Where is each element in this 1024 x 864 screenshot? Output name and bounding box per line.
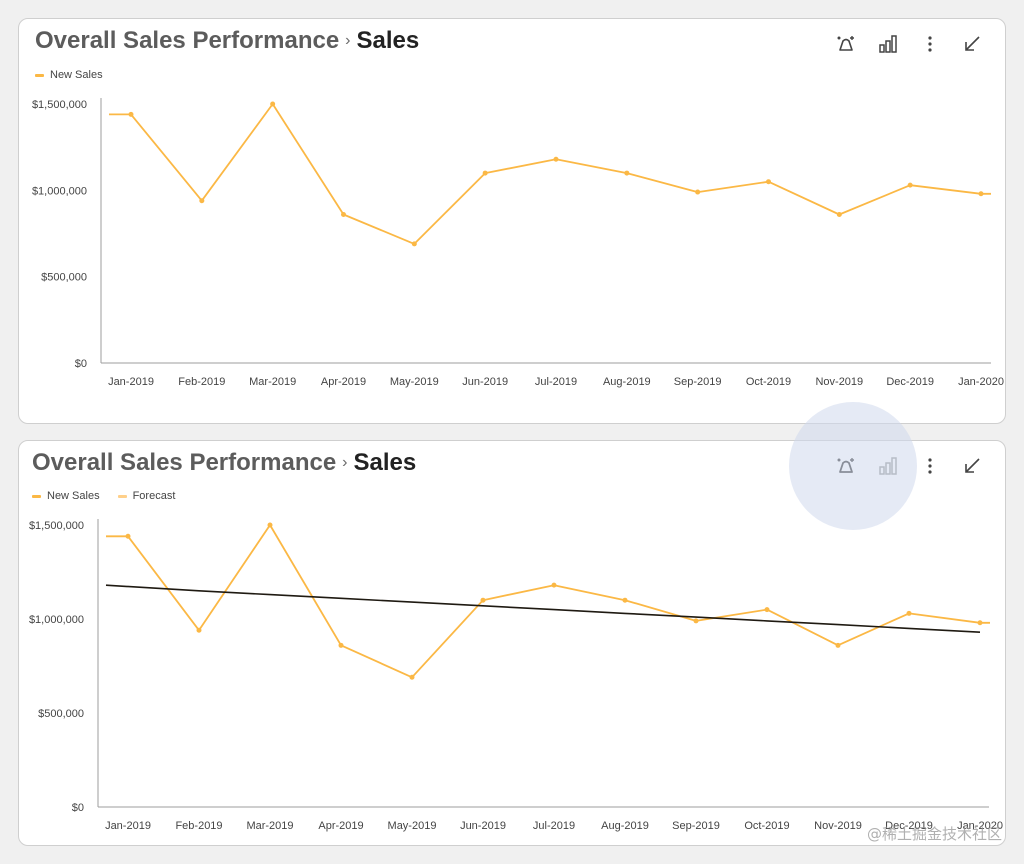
more-options-button[interactable]: [909, 453, 951, 479]
x-tick-label: Nov-2019: [814, 820, 862, 832]
page-title: Sales: [356, 27, 420, 54]
y-tick-label: $500,000: [41, 272, 87, 284]
y-tick-label: $1,000,000: [29, 614, 84, 626]
more-vert-icon: [928, 458, 932, 474]
x-tick-label: Jan-2019: [105, 820, 151, 832]
legend-label: New Sales: [47, 490, 100, 502]
x-tick-label: Jan-2020: [957, 820, 1003, 832]
chart-card-2: Overall Sales Performance › Sales: [18, 440, 1006, 846]
x-tick-label: May-2019: [388, 820, 437, 832]
line-chart[interactable]: $0 $500,000 $1,000,000 $1,500,000 Jan-2019 Fe…: [19, 19, 1007, 425]
legend-label: Forecast: [132, 490, 176, 502]
new-sales-point: [766, 179, 771, 185]
chart-card-1: Overall Sales Performance › Sales: [18, 18, 1006, 424]
new-sales-point: [624, 170, 630, 176]
new-sales-point: [341, 212, 346, 218]
new-sales-line: [106, 524, 990, 679]
y-tick-label: $0: [72, 802, 84, 814]
x-tick-label: Sep-2019: [672, 820, 720, 832]
new-sales-point: [196, 627, 202, 633]
legend-item-forecast[interactable]: Forecast: [117, 490, 176, 502]
bar-chart-icon: [879, 35, 897, 53]
chart-legend: New Sales Forecast: [32, 490, 175, 502]
collapse-button[interactable]: [951, 453, 993, 479]
chart-title: Overall Sales Performance › Sales: [35, 27, 419, 55]
new-sales-point: [835, 642, 841, 648]
y-tick-label: $1,500,000: [29, 520, 84, 532]
x-tick-label: Feb-2019: [178, 376, 225, 388]
line-chart[interactable]: $0 $500,000 $1,000,000 $1,500,000 Jan-2019 Fe…: [19, 441, 1007, 847]
x-tick-label: Jun-2019: [460, 820, 506, 832]
new-sales-point: [270, 101, 276, 107]
magic-analytics-icon: [837, 36, 854, 51]
new-sales-point: [267, 522, 273, 528]
new-sales-point: [482, 170, 488, 176]
x-tick-label: Aug-2019: [601, 820, 649, 832]
new-sales-point: [836, 212, 842, 218]
x-tick-label: Oct-2019: [746, 376, 791, 388]
x-tick-label: Apr-2019: [318, 820, 363, 832]
chart-toolbar: [825, 31, 993, 57]
legend-item-new-sales[interactable]: New Sales: [32, 490, 100, 502]
collapse-icon: [965, 458, 980, 473]
new-sales-line: [109, 103, 991, 245]
x-tick-label: Feb-2019: [175, 820, 222, 832]
x-tick-label: Jun-2019: [462, 376, 508, 388]
x-tick-label: Nov-2019: [815, 376, 863, 388]
x-tick-label: Aug-2019: [603, 376, 651, 388]
more-vert-icon: [928, 36, 932, 52]
legend-swatch: [32, 494, 41, 498]
new-sales-point: [553, 156, 559, 162]
legend-swatch: [35, 73, 44, 77]
chart-legend: New Sales: [35, 69, 103, 81]
x-tick-label: Jan-2019: [108, 376, 154, 388]
new-sales-point: [978, 191, 984, 197]
new-sales-point: [480, 597, 486, 603]
collapse-button[interactable]: [951, 31, 993, 57]
x-tick-label: Jan-2020: [958, 376, 1004, 388]
y-tick-label: $500,000: [38, 708, 84, 720]
y-tick-label: $1,000,000: [32, 185, 87, 197]
x-tick-label: May-2019: [390, 376, 439, 388]
y-tick-label: $1,500,000: [32, 99, 87, 111]
chart-type-button[interactable]: [867, 31, 909, 57]
x-tick-label: Apr-2019: [321, 376, 366, 388]
new-sales-point: [338, 642, 344, 648]
new-sales-point: [411, 241, 417, 247]
new-sales-point: [622, 597, 628, 603]
breadcrumb-dashboard-link[interactable]: Overall Sales Performance: [35, 27, 340, 54]
x-tick-label: Jul-2019: [535, 376, 577, 388]
new-sales-point: [907, 182, 913, 188]
new-sales-point: [409, 674, 415, 680]
more-options-button[interactable]: [909, 31, 951, 57]
new-sales-point: [125, 533, 131, 539]
breadcrumb-separator-icon: ›: [342, 454, 348, 471]
x-tick-label: Oct-2019: [744, 820, 789, 832]
legend-item-new-sales[interactable]: New Sales: [35, 69, 103, 81]
x-tick-label: Jul-2019: [533, 820, 575, 832]
magic-analytics-button[interactable]: [825, 31, 867, 57]
page-title: Sales: [353, 449, 417, 476]
new-sales-point: [906, 610, 912, 616]
collapse-icon: [965, 36, 980, 51]
x-tick-label: Mar-2019: [249, 376, 296, 388]
breadcrumb-dashboard-link[interactable]: Overall Sales Performance: [32, 449, 337, 476]
new-sales-point: [764, 607, 770, 613]
legend-label: New Sales: [50, 69, 103, 81]
x-tick-label: Sep-2019: [674, 376, 722, 388]
new-sales-point: [551, 582, 557, 588]
new-sales-point: [693, 618, 699, 624]
y-tick-label: $0: [75, 358, 87, 370]
chart-title: Overall Sales Performance › Sales: [32, 449, 416, 477]
breadcrumb-separator-icon: ›: [345, 32, 351, 49]
new-sales-point: [128, 111, 134, 117]
new-sales-point: [695, 189, 701, 195]
x-tick-label: Dec-2019: [885, 820, 933, 832]
new-sales-point: [199, 198, 205, 204]
legend-swatch: [117, 494, 127, 498]
new-sales-point: [977, 620, 983, 626]
x-tick-label: Mar-2019: [246, 820, 293, 832]
forecast-trend-line: [105, 584, 981, 633]
x-tick-label: Dec-2019: [886, 376, 934, 388]
